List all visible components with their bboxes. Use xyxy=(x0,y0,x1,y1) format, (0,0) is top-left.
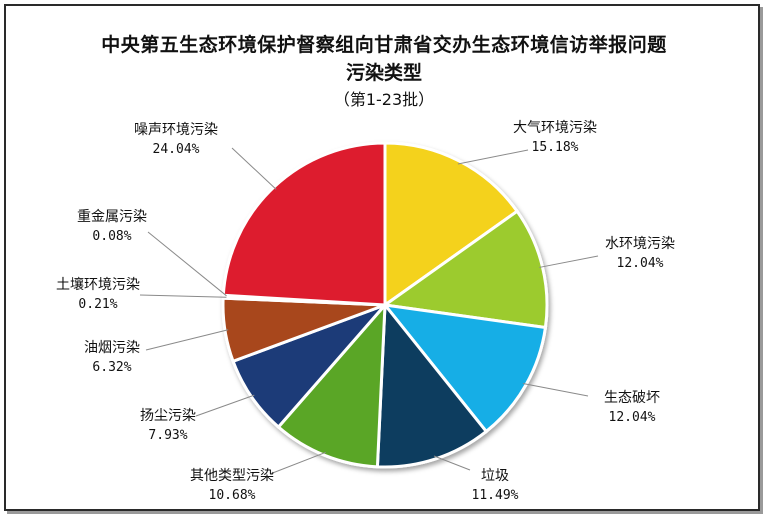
slice-value-label: 15.18% xyxy=(532,140,579,155)
slice-label: 油烟污染 xyxy=(84,340,140,356)
slice-label: 大气环境污染 xyxy=(513,120,597,136)
slice-value-label: 0.21% xyxy=(78,297,117,312)
slice-label: 噪声环境污染 xyxy=(134,122,218,138)
chart-title: 中央第五生态环境保护督察组向甘肃省交办生态环境信访举报问题 xyxy=(101,34,667,56)
chart-note: （第1-23批） xyxy=(333,90,435,109)
leader-line xyxy=(195,394,255,417)
pie-slice xyxy=(221,141,387,307)
leader-line xyxy=(139,294,227,298)
leader-line xyxy=(147,231,227,297)
slice-label: 垃圾 xyxy=(481,468,509,484)
pie-slice xyxy=(381,302,548,434)
pie-slice xyxy=(276,300,387,469)
slice-value-label: 12.04% xyxy=(617,256,664,271)
slice-value-label: 11.49% xyxy=(472,488,519,503)
slice-label: 扬尘污染 xyxy=(140,408,196,424)
slice-value-label: 0.08% xyxy=(92,229,131,244)
pie-slice xyxy=(383,141,520,308)
leader-line xyxy=(539,255,599,268)
leader-line xyxy=(269,451,326,475)
leader-line xyxy=(457,149,529,165)
slice-value-label: 10.68% xyxy=(209,488,256,503)
chart-subtitle: 污染类型 xyxy=(345,62,422,84)
pie-slice xyxy=(375,300,489,469)
slice-value-label: 7.93% xyxy=(148,428,187,443)
slice-label: 土壤环境污染 xyxy=(56,276,140,293)
slice-label: 水环境污染 xyxy=(605,236,675,252)
slice-label: 重金属污染 xyxy=(77,209,147,225)
slice-value-label: 6.32% xyxy=(92,360,131,375)
slice-value-label: 12.04% xyxy=(609,410,656,425)
leader-line xyxy=(522,383,589,397)
slice-label: 其他类型污染 xyxy=(190,468,274,484)
leader-line xyxy=(145,329,229,351)
slice-value-label: 24.04% xyxy=(153,142,200,157)
slice-label: 生态破坏 xyxy=(604,390,660,406)
leader-line xyxy=(433,455,471,471)
leader-line xyxy=(231,147,277,190)
